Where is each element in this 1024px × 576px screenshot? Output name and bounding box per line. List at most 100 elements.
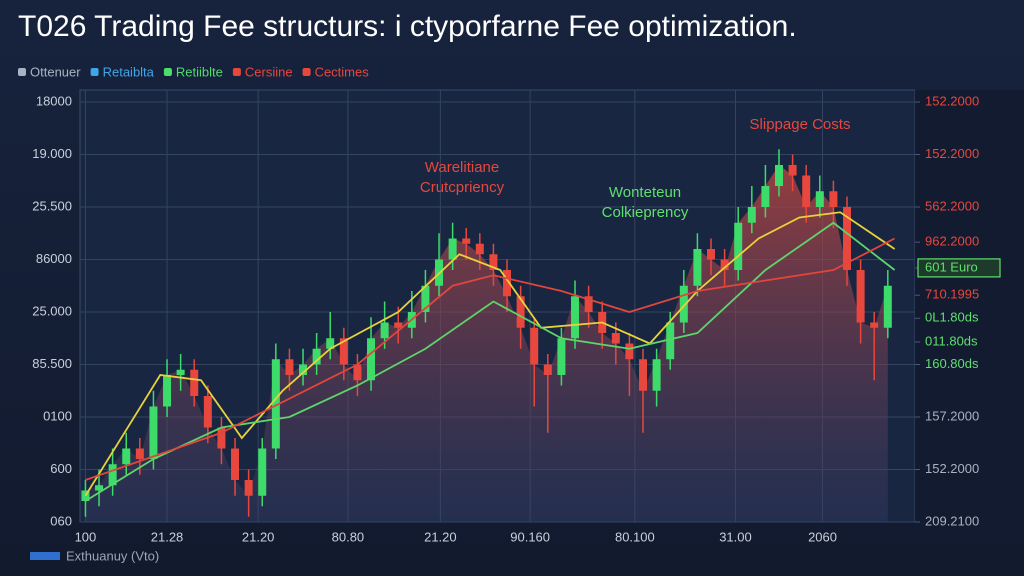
candle-body <box>312 348 321 365</box>
legend-swatch <box>18 68 26 76</box>
legend-swatch <box>90 68 99 76</box>
trend-line <box>84 221 896 502</box>
candle-body <box>244 480 253 496</box>
highlight-box <box>917 258 1001 278</box>
candle-body <box>679 285 688 323</box>
x-tick-label: 31.00 <box>719 529 752 544</box>
candle-body <box>761 186 770 207</box>
candle-body <box>747 207 756 223</box>
candle-body <box>516 296 525 328</box>
x-tick-label: 21.20 <box>424 529 457 544</box>
legend-swatch <box>232 68 241 76</box>
annotation: Warelitiane <box>425 159 499 176</box>
candle-body <box>802 175 811 207</box>
y2-tick-label: 152.2000 <box>925 93 979 108</box>
volume-label: Exthuanuy (Vto) <box>66 548 159 563</box>
x-tick-label: 100 <box>75 529 97 544</box>
y-tick-label: 19.000 <box>32 146 72 161</box>
candle-body <box>258 448 267 496</box>
y2-tick-label: 209.2100 <box>925 513 979 528</box>
x-tick-label: 2060 <box>808 529 837 544</box>
candle-body <box>217 427 226 449</box>
volume-swatch <box>30 552 60 560</box>
x-tick-label: 90.160 <box>510 529 550 544</box>
candle-body <box>652 359 661 391</box>
candle-body <box>231 448 240 480</box>
candle-body <box>190 369 199 396</box>
candle-body <box>815 191 824 207</box>
candle-body <box>135 448 144 459</box>
x-tick-label: 80.80 <box>332 529 365 544</box>
y-tick-label: 060 <box>50 513 72 528</box>
candle-body <box>149 406 158 459</box>
candle-body <box>883 285 892 328</box>
trend-line <box>84 211 896 497</box>
trend-line <box>85 237 896 481</box>
candle-body <box>625 343 634 360</box>
y2-tick-label: 962.2000 <box>925 234 979 249</box>
candle-body <box>693 249 702 286</box>
y-tick-label: 600 <box>50 461 72 476</box>
candle-body <box>557 338 566 375</box>
candle-body <box>707 249 716 260</box>
annotation: Wonteteun <box>609 184 681 201</box>
candle-body <box>380 322 389 339</box>
legend-label: Cectimes <box>315 64 370 79</box>
candle-body <box>285 359 294 375</box>
candle-body <box>353 364 362 381</box>
y2-tick-label: 160.80ds <box>925 356 979 371</box>
legend-label: Retiiblte <box>176 64 223 79</box>
candle-body <box>530 327 539 365</box>
layers: 18000 19.000 25.500 86000 25.000 85.500 0100 60… <box>18 64 1001 563</box>
y2-tick-label: 601 Euro <box>925 259 978 274</box>
candle-body <box>503 270 512 297</box>
candle-body <box>611 333 620 344</box>
candle-body <box>856 270 865 323</box>
chart-title: T026 Trading Fee structurs: i ctyporfarn… <box>18 10 797 43</box>
candle-body <box>666 322 675 360</box>
candle-body <box>394 322 403 328</box>
candle-body <box>339 338 348 365</box>
y-tick-label: 86000 <box>36 251 72 266</box>
candle-body <box>788 165 797 176</box>
candle-body <box>448 238 457 260</box>
candle-body <box>203 396 212 428</box>
candle-body <box>543 364 552 375</box>
candle-body <box>271 359 280 449</box>
candle-body <box>843 207 852 270</box>
y2-tick-label: 0L1.80ds <box>925 310 979 325</box>
x-tick-label: 21.20 <box>242 529 275 544</box>
candle-body <box>421 285 430 312</box>
candle-body <box>163 375 172 407</box>
y2-tick-label: 152.2000 <box>925 461 979 476</box>
x-tick-label: 80.100 <box>615 529 655 544</box>
candle-body <box>176 369 185 375</box>
candle-body <box>299 364 308 375</box>
candle-body <box>462 238 471 244</box>
y2-tick-label: 152.2000 <box>925 146 979 161</box>
candle-body <box>734 222 743 270</box>
candle-body <box>571 296 580 339</box>
y-tick-label: 85.500 <box>32 356 72 371</box>
x-tick-label: 21.28 <box>151 529 184 544</box>
y-tick-label: 18000 <box>36 93 72 108</box>
y2-tick-label: 562.2000 <box>925 198 979 213</box>
legend-swatch <box>163 68 172 76</box>
y2-tick-label: 710.1995 <box>925 287 979 302</box>
candle-body <box>829 191 838 207</box>
candle-body <box>475 243 484 255</box>
candle-body <box>775 165 784 186</box>
y-tick-label: 0100 <box>43 408 72 423</box>
candle-body <box>122 448 131 465</box>
right-axis-panel <box>915 90 1024 522</box>
candle-body <box>584 296 593 312</box>
legend-label: Cersiine <box>245 64 293 79</box>
area-fill <box>85 165 888 522</box>
y2-tick-label: 157.2000 <box>925 408 979 423</box>
candle-body <box>720 259 729 270</box>
candle-body <box>870 322 879 328</box>
annotation: Slippage Costs <box>750 116 851 133</box>
y-tick-label: 25.000 <box>32 303 72 318</box>
legend-swatch <box>302 68 311 76</box>
